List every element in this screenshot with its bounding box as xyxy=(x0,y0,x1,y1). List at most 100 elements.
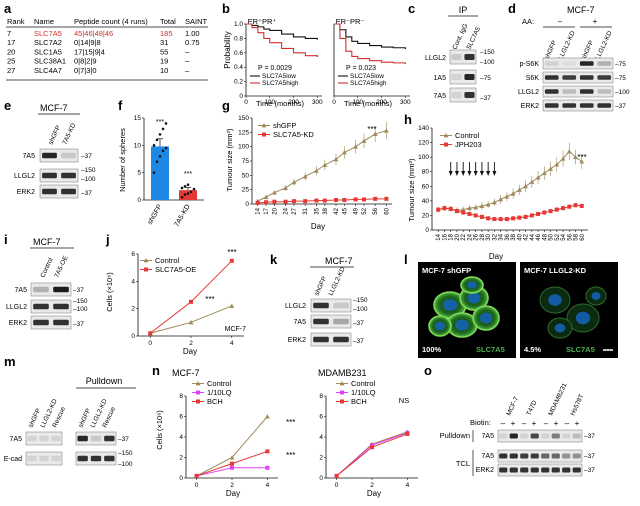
tick-label-x: 58 xyxy=(574,233,580,240)
mw-marker: –100 xyxy=(615,89,630,96)
data-point xyxy=(155,160,159,164)
mw-marker: –150 xyxy=(81,167,96,174)
tick-label-x: 35 xyxy=(314,207,320,214)
aa-label: AA: xyxy=(522,17,534,26)
dosing-arrowhead xyxy=(467,171,472,176)
panel-i: i MCF-7 Control 7A5-OE 7A5LLGL2ERK2–37–1… xyxy=(4,232,88,330)
tick-label-y: 0.4 xyxy=(234,64,243,71)
micrograph-percent: 100% xyxy=(422,345,442,354)
p-value: P = 0.023 xyxy=(346,65,376,72)
data-point xyxy=(183,193,187,196)
blot-band xyxy=(313,318,329,325)
series-line xyxy=(336,431,408,477)
blot-band xyxy=(597,61,612,66)
tick-label-x: 0 xyxy=(148,340,152,347)
data-point xyxy=(504,194,510,199)
data-point xyxy=(561,206,566,211)
mw-marker: –37 xyxy=(73,287,84,294)
tick-label-x: 22 xyxy=(461,233,467,240)
blot-strip xyxy=(39,168,79,183)
mw-marker: –150 xyxy=(353,297,368,304)
panel-letter-c: c xyxy=(408,1,415,16)
table-cell: SLC7A5 xyxy=(34,29,62,38)
panel-letter-l: l xyxy=(404,252,408,267)
blot-band xyxy=(333,336,349,343)
blot-row-label: LLGL2 xyxy=(285,303,306,310)
tick-label-y: 75 xyxy=(242,158,250,165)
blot-strip xyxy=(75,431,117,446)
legend-label: SLC7A5low xyxy=(350,73,384,80)
tick-label-y: 0 xyxy=(425,227,429,234)
legend-marker xyxy=(262,132,266,137)
data-point xyxy=(152,144,156,147)
cell-nucleus xyxy=(435,321,445,331)
blot-band xyxy=(551,467,560,473)
blot-band xyxy=(597,75,612,80)
mw-marker: –100 xyxy=(480,59,495,66)
mw-marker: –37 xyxy=(615,103,626,110)
series-line xyxy=(336,433,408,477)
data-point xyxy=(529,179,535,184)
data-point xyxy=(523,183,528,189)
mw-marker: –37 xyxy=(353,338,364,345)
blot-band xyxy=(541,453,550,459)
data-point xyxy=(353,197,358,202)
table-header: Peptide count (4 runs) xyxy=(74,17,148,26)
blot-band xyxy=(530,433,539,439)
significance-mark: *** xyxy=(577,153,586,162)
lane-label: 7A5-OE xyxy=(53,254,69,279)
tick-label-x: 32 xyxy=(492,233,498,240)
blot-row-label: E-cad xyxy=(4,456,22,463)
data-point xyxy=(372,131,378,137)
data-point xyxy=(188,319,194,325)
chart-title: ER⁺PR⁺ xyxy=(248,17,277,26)
panel-n: n MCF-7 MDAMB231 Cells (×10⁶) 8 6 4 2 0 0 2 4 Co… xyxy=(152,363,418,498)
legend-marker xyxy=(196,390,200,395)
data-point xyxy=(272,190,277,195)
data-point xyxy=(405,431,410,436)
panel-letter-j: j xyxy=(105,232,110,247)
table-cell: 45|46|48|46 xyxy=(74,29,113,38)
category-label: 7A5-KD xyxy=(173,204,191,229)
axis-label-y: Tumour size (mm³) xyxy=(407,158,416,222)
blot-strip xyxy=(542,99,614,112)
data-point xyxy=(567,204,572,209)
table-cell: – xyxy=(185,57,190,66)
panel-letter-o: o xyxy=(424,363,432,378)
mw-marker: –37 xyxy=(81,153,92,160)
tick-label-y: 4 xyxy=(179,434,183,441)
data-point xyxy=(194,473,199,478)
axis-label-x: Day xyxy=(367,489,381,498)
mw-marker: –37 xyxy=(118,436,129,443)
panel-e: e MCF-7 shGFP 7A5-KD 7A5 LLGL2 ERK2 –37 –150… xyxy=(4,98,96,199)
mw-marker: –37 xyxy=(584,453,595,460)
data-point xyxy=(504,217,509,222)
blot-band xyxy=(509,467,518,473)
dosing-arrowhead xyxy=(479,171,484,176)
data-point xyxy=(334,473,339,478)
axis-label-x: Time (months) xyxy=(344,99,393,108)
tick-label-y: 0 xyxy=(179,475,183,482)
tick-label-x: 26 xyxy=(474,233,480,240)
data-point xyxy=(373,196,378,201)
significance-mark: *** xyxy=(286,418,295,427)
data-point xyxy=(183,185,187,188)
biotin-state: – xyxy=(501,419,506,428)
table-cell: 10 xyxy=(160,66,168,75)
blot-band xyxy=(39,435,49,442)
blot-row-label: 7A5 xyxy=(23,153,36,160)
data-point xyxy=(479,203,485,208)
blot-strip xyxy=(497,429,583,443)
data-point xyxy=(342,197,347,202)
blot-band xyxy=(544,75,559,80)
data-point xyxy=(492,217,497,222)
series-line xyxy=(257,130,387,202)
tick-label-y: 5 xyxy=(137,170,141,177)
blot-band xyxy=(313,336,329,343)
data-point xyxy=(467,205,472,211)
blot-band xyxy=(551,433,560,439)
dosing-arrowhead xyxy=(473,171,478,176)
data-point xyxy=(511,216,516,221)
